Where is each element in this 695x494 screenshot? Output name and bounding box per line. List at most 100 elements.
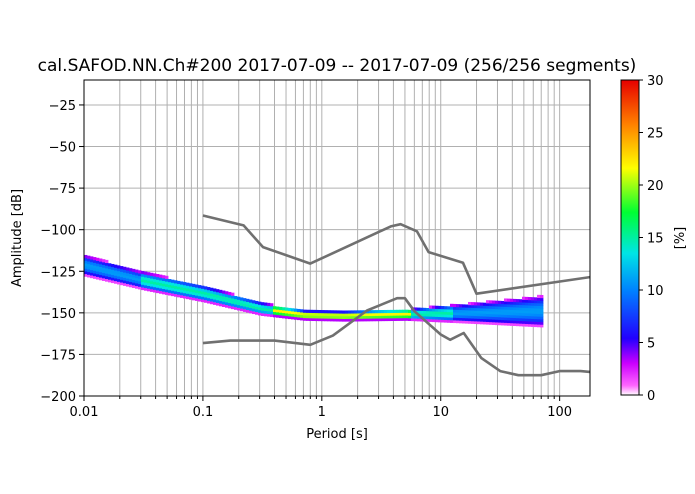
density-cell [141,270,145,275]
density-cell [243,308,247,312]
density-cell [336,315,340,319]
density-cell [444,308,448,312]
density-cell [525,302,529,306]
density-cell [378,315,382,319]
density-cell [384,312,388,316]
density-cell [540,318,544,323]
density-cell [114,269,118,274]
density-cell [105,259,109,264]
density-cell [231,305,235,310]
density-cell [168,292,172,296]
density-cell [519,315,523,319]
density-cell [453,314,457,318]
density-cell [132,276,136,281]
density-cell [159,290,163,294]
density-cell [186,282,190,286]
density-cell [258,306,262,311]
density-cell [204,296,208,301]
density-cell [372,318,376,322]
density-cell [459,320,463,324]
density-cell [444,311,448,315]
density-cell [354,313,358,317]
density-cell [156,284,160,288]
density-cell [534,315,538,320]
density-cell [501,306,505,310]
density-cell [105,262,109,266]
density-cell [489,310,493,315]
plot-frame [83,79,591,397]
density-cell [528,297,532,301]
density-cell [177,283,181,287]
density-cell [246,304,250,308]
density-cell [252,300,256,304]
density-cell [309,309,313,313]
density-cell [168,287,172,291]
density-cell [180,292,184,296]
density-cell [531,321,535,325]
density-cell [387,309,391,314]
density-cell [390,317,394,322]
density-cell [387,315,391,319]
density-cell [198,287,202,291]
density-cell [534,297,538,301]
density-cell [534,318,538,322]
density-cell [225,291,229,295]
density-cell [153,289,157,293]
density-cell [111,271,115,276]
density-cell [222,301,226,305]
density-cell [528,320,532,325]
density-cell [258,304,262,308]
density-cell [330,312,334,317]
density-cell [270,311,274,315]
density-cell [444,319,448,323]
density-cell [351,313,355,317]
density-cell [507,314,511,318]
density-cell [255,300,259,305]
density-cell [408,317,412,321]
density-cell [444,316,448,320]
density-cell [162,280,166,284]
density-cell [99,277,103,281]
density-cell [264,307,268,312]
density-cell [489,300,493,304]
density-cell [219,303,223,307]
density-cell [84,262,88,267]
density-cell [189,293,193,298]
density-cell [456,306,460,310]
density-cell [315,309,319,314]
density-cell [267,305,271,309]
density-cell [174,280,178,284]
density-cell [396,312,400,316]
density-cell [162,283,166,287]
density-cell [315,312,319,316]
density-cell [165,281,169,285]
density-cell [522,304,526,308]
density-cell [462,317,466,321]
density-cell [507,306,511,310]
density-cell [294,311,298,315]
density-cell [480,321,484,325]
density-cell [105,270,109,274]
density-cell [528,323,532,327]
density-cell [486,316,490,320]
density-cell [255,306,259,310]
density-cell [441,316,445,320]
density-cell [294,316,298,320]
density-cell [480,315,484,320]
y-tick-label: −100 [40,224,76,239]
density-cell [531,305,535,309]
density-cell [417,315,421,319]
density-cell [468,320,472,324]
density-cell [516,307,520,311]
density-cell [501,316,505,321]
density-cell [129,278,133,282]
density-cell [330,310,334,314]
density-cell [459,304,463,308]
density-cell [456,312,460,316]
density-cell [504,298,508,302]
density-cell [219,300,223,304]
density-cell [309,312,313,316]
density-cell [483,321,487,325]
density-cell [519,299,523,303]
density-cell [237,299,241,303]
